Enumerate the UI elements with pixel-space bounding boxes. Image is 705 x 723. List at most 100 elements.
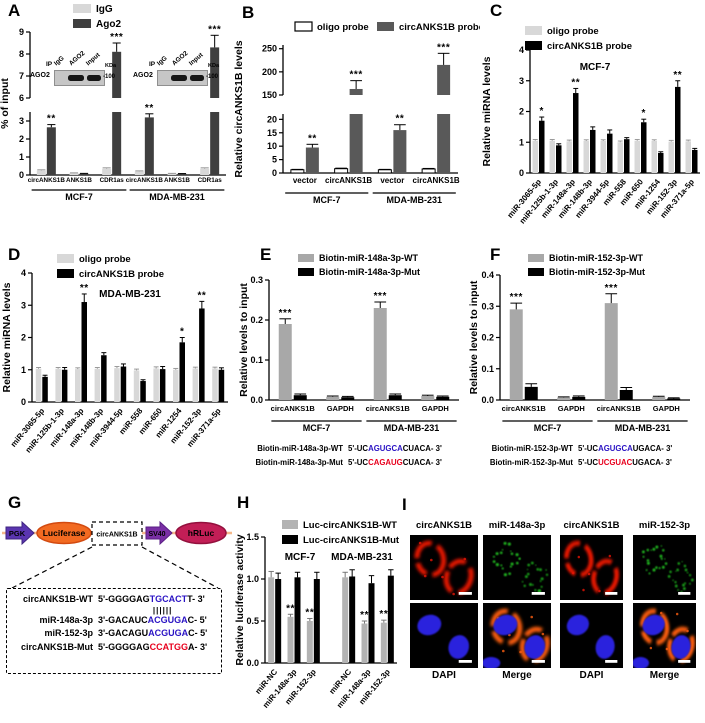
sequence-segment: CUACA- 3' bbox=[402, 458, 442, 467]
signal-dot bbox=[652, 547, 656, 551]
signal-dot bbox=[515, 553, 519, 557]
signal-dot bbox=[524, 575, 528, 579]
legend-label: Luc-circANKS1B-Mut bbox=[303, 535, 400, 546]
y-tick-label: 8 bbox=[19, 49, 24, 59]
signal-dot bbox=[501, 567, 504, 570]
y-tick-label: 1 bbox=[519, 137, 524, 147]
bar bbox=[361, 623, 368, 663]
y-tick-label: 0.3 bbox=[250, 275, 263, 285]
significance-stars: *** bbox=[605, 283, 618, 294]
signal-dot bbox=[441, 575, 444, 579]
signal-dot bbox=[677, 562, 681, 565]
bar bbox=[35, 368, 42, 402]
panel-F: F 0.0 0.1 0.2 0.3 0.4 *** *** circANKS1B GAPDH ci… bbox=[465, 240, 705, 490]
legend-swatch bbox=[298, 254, 314, 262]
y-tick-label: 0 bbox=[19, 170, 24, 180]
sequence-segment: TGCACT bbox=[149, 594, 188, 604]
fluorescence-image-green bbox=[483, 535, 551, 600]
signal-dot bbox=[571, 571, 575, 575]
significance-stars: *** bbox=[110, 32, 123, 43]
sequence-segment: UGACA- 3' bbox=[632, 458, 672, 467]
sequence-segment: 3'-GACAUC bbox=[98, 614, 148, 625]
bar bbox=[617, 142, 623, 173]
legend-swatch bbox=[525, 26, 542, 35]
y-tick-label: 0.0 bbox=[481, 395, 494, 405]
signal-dot bbox=[529, 583, 533, 587]
y-tick-label: 1.0 bbox=[246, 574, 259, 584]
category-label: GAPDH bbox=[558, 404, 585, 413]
y-tick-label: 0 bbox=[272, 168, 277, 178]
bar bbox=[685, 141, 691, 173]
bar bbox=[549, 140, 555, 173]
bar bbox=[101, 355, 107, 402]
legend-swatch bbox=[377, 22, 394, 31]
bar bbox=[437, 114, 451, 173]
bar bbox=[153, 368, 159, 402]
category-label: GAPDH bbox=[327, 404, 354, 413]
y-tick-label: 6 bbox=[19, 93, 24, 103]
nucleus bbox=[417, 614, 442, 636]
circanks1b-insert-label: circANKS1B bbox=[96, 532, 137, 539]
bar bbox=[293, 395, 307, 400]
cytoplasm-signal bbox=[414, 540, 447, 578]
bar bbox=[651, 141, 657, 173]
cytoplasm-signal bbox=[667, 626, 695, 664]
sequence-segment: 3'-GACAGU bbox=[98, 628, 149, 638]
panel-label-C: C bbox=[490, 1, 503, 20]
bar bbox=[79, 173, 89, 175]
signal-dot bbox=[545, 569, 547, 571]
sv40-promoter-arrow bbox=[145, 520, 173, 546]
y-axis-label: Relative luciferase activity bbox=[235, 534, 246, 665]
signal-dot bbox=[641, 550, 645, 554]
bar bbox=[619, 390, 633, 400]
signal-dot bbox=[495, 563, 499, 567]
signal-dot bbox=[608, 554, 612, 558]
y-tick-label: 0.0 bbox=[246, 658, 259, 668]
sequence-segment: 5'-UC bbox=[578, 458, 599, 467]
sequence-text: 3'-GACAUCACGUGAC- 5' bbox=[98, 614, 207, 628]
significance-stars: *** bbox=[374, 291, 387, 302]
category-label: CDR1as bbox=[100, 177, 125, 184]
sequence-segment: A- 3' bbox=[188, 641, 208, 652]
panel-E-chart: 0.0 0.1 0.2 0.3 *** *** circANKS1B GAPDH circANK… bbox=[235, 240, 465, 445]
signal-dot bbox=[463, 557, 467, 561]
signal-dot bbox=[492, 560, 496, 563]
signal-dot bbox=[582, 588, 585, 592]
bar bbox=[349, 88, 363, 95]
micrograph-caption: DAPI bbox=[432, 670, 456, 681]
bar bbox=[313, 579, 320, 663]
significance-stars: ** bbox=[305, 607, 314, 618]
signal-dot bbox=[674, 584, 678, 588]
signal-dot bbox=[646, 559, 650, 562]
sequence-row: Biotin-miR-148a-3p-WT 5'-UCAGUGCACUACA- 3… bbox=[237, 442, 442, 456]
signal-dot bbox=[690, 578, 694, 582]
bar bbox=[192, 368, 199, 402]
sequence-text: 5'-UCAGUGCACUACA- 3' bbox=[348, 442, 442, 456]
legend-label: Biotin-miR-152-3p-WT bbox=[549, 253, 643, 263]
panel-A: A 0 1 2 3 6 7 8 9 ** *** ** *** circANKS1B ANKS1B CDR1… bbox=[0, 0, 232, 240]
y-axis-label: Relative miRNA levels bbox=[481, 56, 493, 166]
y-axis-label: Relative levels to input bbox=[238, 283, 250, 397]
y-tick-label: 150 bbox=[262, 90, 277, 100]
image-background bbox=[483, 535, 551, 600]
ago2-western-blot: IP IgG AGO2 Input AGO2 KDa -100 bbox=[131, 46, 228, 88]
cytoplasm-signal bbox=[490, 608, 523, 646]
signal-dot bbox=[665, 647, 669, 651]
micrograph-caption: Merge bbox=[649, 670, 680, 681]
bar bbox=[159, 369, 166, 402]
biotin-sequences-152: Biotin-miR-152-3p-WT 5'-UCAGUGCAUGACA- 3'… bbox=[467, 442, 672, 470]
y-tick-label: 2 bbox=[21, 333, 26, 343]
category-label: circANKS1B bbox=[325, 176, 372, 185]
bar bbox=[114, 368, 120, 402]
category-label: circANKS1B bbox=[271, 404, 316, 413]
significance-stars: ** bbox=[197, 290, 206, 301]
group-label: MCF-7 bbox=[65, 192, 93, 202]
sv40-label: SV40 bbox=[148, 531, 165, 538]
signal-dot bbox=[534, 588, 537, 592]
signal-dot bbox=[508, 572, 512, 576]
micrograph-dapi bbox=[560, 603, 623, 668]
sequence-segment: AGUGCA bbox=[598, 444, 633, 453]
signal-dot bbox=[655, 566, 658, 569]
bar bbox=[306, 621, 313, 663]
legend-swatch bbox=[528, 268, 544, 276]
